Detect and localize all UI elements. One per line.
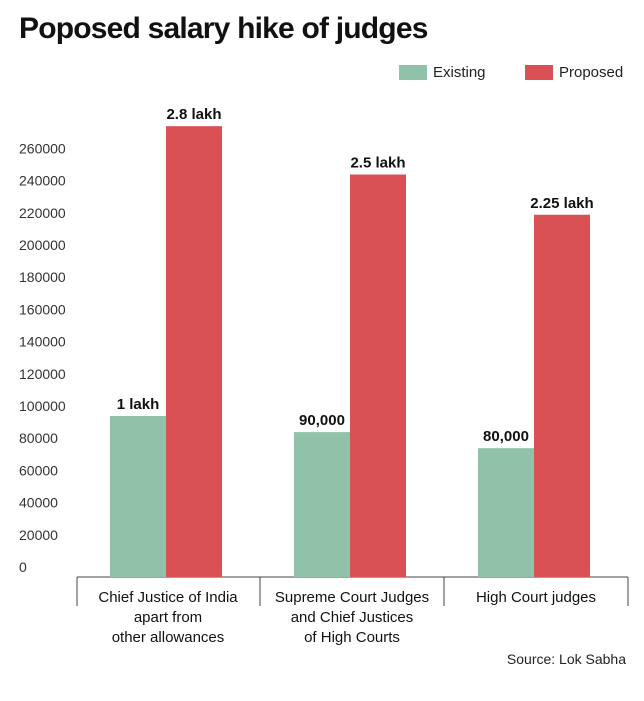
y-tick-label: 180000 bbox=[19, 269, 66, 285]
bar-value-label: 1 lakh bbox=[117, 396, 160, 413]
bar-value-label: 2.25 lakh bbox=[530, 195, 593, 212]
x-category-label: Chief Justice of India bbox=[98, 589, 238, 606]
chart-title: Poposed salary hike of judges bbox=[19, 12, 428, 45]
x-category-label: and Chief Justices bbox=[291, 609, 414, 626]
bar-value-label: 2.8 lakh bbox=[166, 106, 221, 123]
bar-existing-2 bbox=[478, 448, 534, 577]
legend-swatch-existing bbox=[399, 65, 427, 80]
source-note: Source: Lok Sabha bbox=[506, 651, 626, 667]
legend-label-proposed: Proposed bbox=[559, 64, 624, 81]
legend-label-existing: Existing bbox=[433, 64, 486, 81]
bar-value-label: 90,000 bbox=[299, 412, 345, 429]
x-category-label: apart from bbox=[134, 609, 202, 626]
y-tick-label: 0 bbox=[19, 559, 27, 575]
y-tick-label: 40000 bbox=[19, 495, 58, 511]
bar-existing-0 bbox=[110, 416, 166, 577]
legend-item-proposed: Proposed bbox=[525, 64, 623, 81]
legend: Existing Proposed bbox=[0, 64, 644, 84]
x-category-label: Supreme Court Judges bbox=[275, 589, 429, 606]
bar-value-label: 2.5 lakh bbox=[350, 155, 405, 172]
y-tick-label: 260000 bbox=[19, 140, 66, 156]
y-tick-label: 120000 bbox=[19, 366, 66, 382]
legend-item-existing: Existing bbox=[399, 64, 486, 81]
bar-value-label: 80,000 bbox=[483, 428, 529, 445]
y-tick-label: 200000 bbox=[19, 237, 66, 253]
bar-proposed-2 bbox=[534, 214, 590, 577]
y-tick-label: 80000 bbox=[19, 430, 58, 446]
y-tick-label: 240000 bbox=[19, 173, 66, 189]
y-tick-label: 100000 bbox=[19, 398, 66, 414]
y-tick-label: 140000 bbox=[19, 334, 66, 350]
legend-swatch-proposed bbox=[525, 65, 553, 80]
x-category-label: of High Courts bbox=[304, 629, 400, 646]
y-tick-label: 20000 bbox=[19, 527, 58, 543]
y-tick-label: 220000 bbox=[19, 205, 66, 221]
y-tick-label: 60000 bbox=[19, 462, 58, 478]
bar-proposed-1 bbox=[350, 174, 406, 577]
bar-proposed-0 bbox=[166, 126, 222, 577]
y-tick-label: 160000 bbox=[19, 301, 66, 317]
x-category-label: High Court judges bbox=[476, 589, 596, 606]
x-category-label: other allowances bbox=[112, 629, 225, 646]
bar-existing-1 bbox=[294, 432, 350, 577]
